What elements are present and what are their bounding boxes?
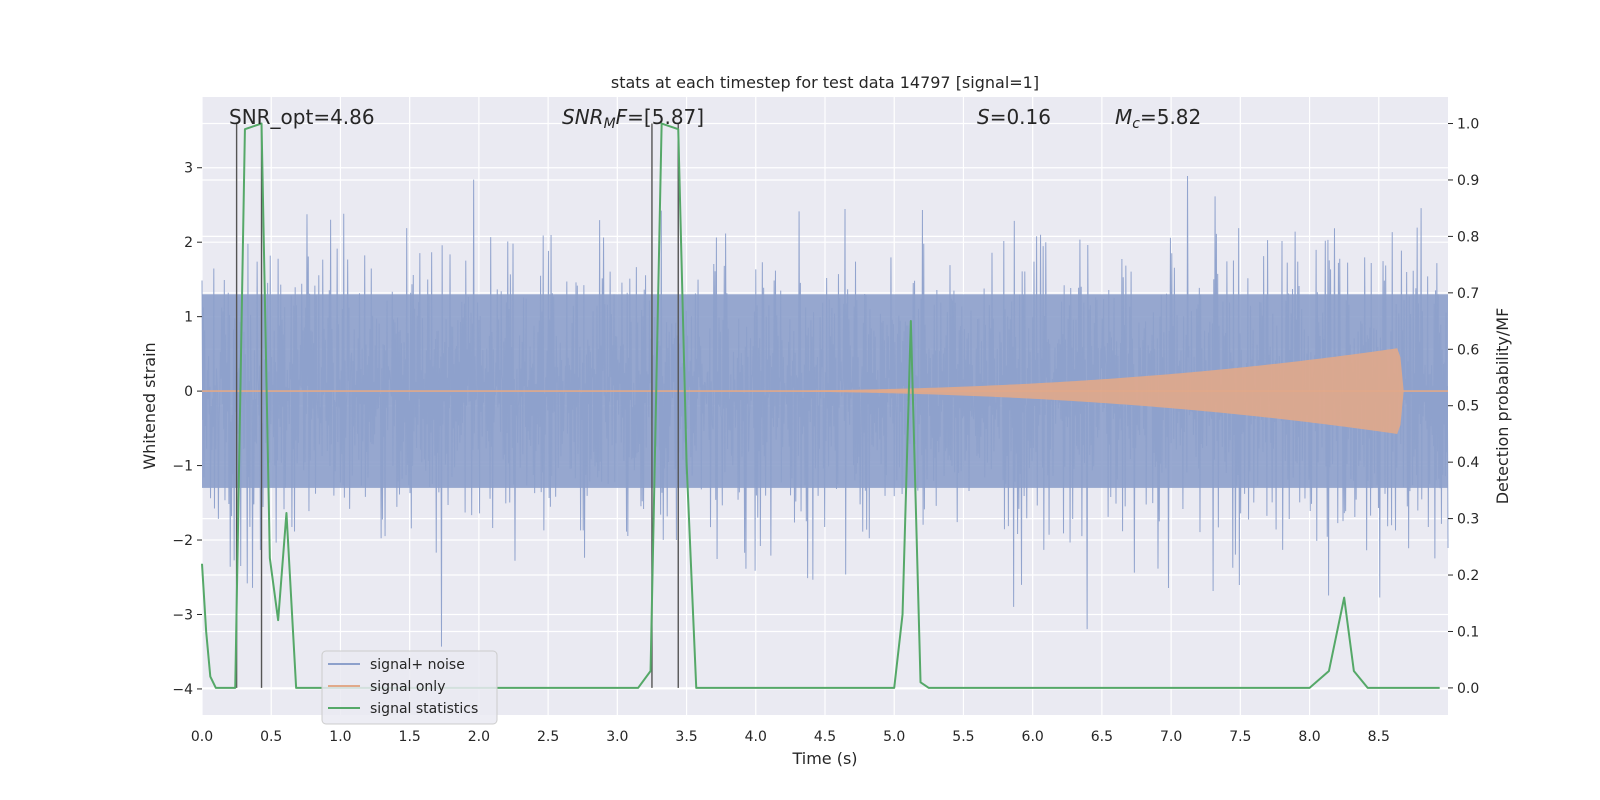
- y-left-tick-label: −2: [172, 533, 193, 549]
- x-tick-label: 8.5: [1368, 729, 1390, 745]
- x-tick-label: 2.0: [468, 729, 490, 745]
- x-tick-label: 6.5: [1091, 729, 1113, 745]
- annotation-snr-mf: SNRMF=[5.87]: [562, 105, 704, 132]
- annotation-s: S=0.16: [977, 105, 1051, 129]
- y-right-tick-label: 1.0: [1457, 117, 1479, 133]
- x-tick-label: 7.0: [1160, 729, 1182, 745]
- y-right-tick-label: 0.3: [1457, 512, 1479, 528]
- x-tick-label: 2.5: [537, 729, 559, 745]
- y-left-tick-label: −4: [172, 682, 193, 698]
- x-tick-label: 3.5: [675, 729, 697, 745]
- y-right-tick-label: 0.6: [1457, 342, 1479, 358]
- y-left-tick-label: −1: [172, 459, 193, 475]
- noise-trace: [201, 175, 1449, 647]
- y-right-tick-label: 0.1: [1457, 624, 1479, 640]
- y-right-tick-label: 0.7: [1457, 286, 1479, 302]
- legend-label-signal-statistics: signal statistics: [370, 701, 478, 717]
- annotation-mc: Mc=5.82: [1115, 105, 1201, 132]
- x-tick-label: 4.0: [745, 729, 767, 745]
- x-tick-label: 5.0: [883, 729, 905, 745]
- y-right-tick-label: 0.9: [1457, 173, 1479, 189]
- y-right-tick-label: 0.0: [1457, 681, 1479, 697]
- annotation-snr-opt: SNR_opt=4.86: [229, 105, 375, 129]
- series-signal-statistics: [201, 122, 1440, 689]
- y-right-tick-label: 0.5: [1457, 399, 1479, 415]
- y-left-tick-label: 0: [184, 384, 193, 400]
- legend: signal+ noise signal only signal statist…: [321, 650, 498, 725]
- x-tick-label: 5.5: [952, 729, 974, 745]
- y-left-tick-label: 3: [184, 161, 193, 177]
- y-right-tick-label: 0.2: [1457, 568, 1479, 584]
- chart-title: stats at each timestep for test data 147…: [611, 73, 1039, 92]
- x-tick-label: 1.5: [399, 729, 421, 745]
- x-tick-label: 3.0: [606, 729, 628, 745]
- y-left-tick-label: 1: [184, 310, 193, 326]
- x-tick-label: 0.5: [260, 729, 282, 745]
- legend-label-signal-plus-noise: signal+ noise: [370, 657, 465, 673]
- ticks: 0.0 0.5 1.0 1.5 2.0 2.5 3.0 3.5 4.0 4.5 5.0 5.5 6.0 6…: [172, 117, 1479, 745]
- y-left-tick-label: 2: [184, 235, 193, 251]
- x-tick-label: 8.0: [1298, 729, 1320, 745]
- signal-envelope: [686, 348, 1404, 434]
- legend-label-signal-only: signal only: [370, 679, 445, 695]
- x-tick-label: 6.0: [1022, 729, 1044, 745]
- y-axis-label-left: Whitened strain: [140, 342, 159, 469]
- signal-statistics-line: [201, 122, 1440, 689]
- x-axis-label: Time (s): [791, 749, 857, 768]
- legend-box: [321, 650, 498, 725]
- x-tick-label: 0.0: [191, 729, 213, 745]
- y-right-tick-label: 0.8: [1457, 229, 1479, 245]
- y-right-tick-label: 0.4: [1457, 455, 1479, 471]
- series-signal-only: [202, 348, 1448, 434]
- x-tick-label: 4.5: [814, 729, 836, 745]
- x-tick-label: 7.5: [1229, 729, 1251, 745]
- y-left-tick-label: −3: [172, 607, 193, 623]
- y-axis-label-right: Detection probability/MF: [1493, 308, 1512, 505]
- x-tick-label: 1.0: [329, 729, 351, 745]
